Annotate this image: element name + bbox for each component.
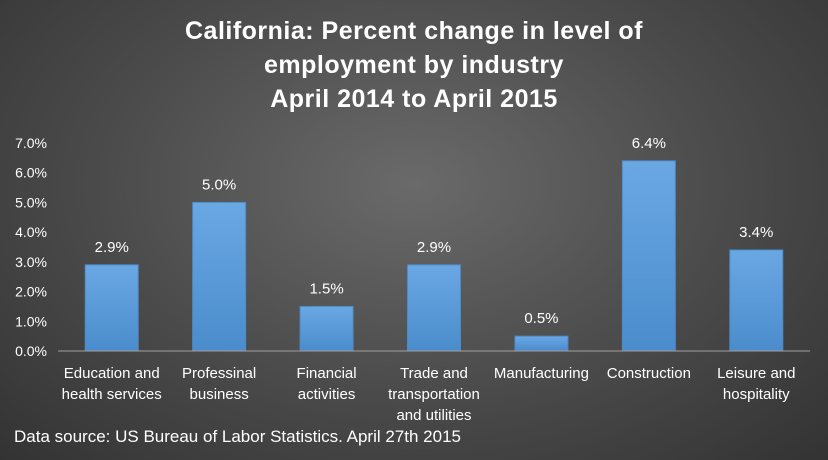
data-label: 5.0% [202, 176, 236, 193]
chart-title-line-3: April 2014 to April 2015 [270, 85, 558, 113]
data-source-note: Data source: US Bureau of Labor Statisti… [14, 427, 461, 446]
x-tick-label: Education and [64, 365, 160, 382]
x-tick-label: health services [62, 386, 162, 403]
x-tick-label: Trade and [400, 365, 468, 382]
x-tick-label: activities [298, 386, 356, 403]
data-label: 2.9% [417, 239, 451, 256]
y-axis: 0.0% 1.0% 2.0% 3.0% 4.0% 5.0% 6.0% 7.0% [15, 135, 47, 359]
x-tick-label: Construction [607, 365, 691, 382]
y-tick-label: 3.0% [15, 254, 47, 270]
bar [407, 264, 461, 352]
data-labels: 2.9% 5.0% 1.5% 2.9% 0.5% 6.4% 3.4% [95, 135, 774, 327]
data-label: 3.4% [739, 224, 773, 241]
x-tick-label: Financial [297, 365, 357, 382]
data-label: 6.4% [632, 135, 666, 152]
y-tick-label: 1.0% [15, 313, 47, 329]
x-tick-label: transportation [388, 386, 480, 403]
data-label: 0.5% [524, 310, 558, 327]
bar [514, 335, 569, 352]
data-label: 2.9% [95, 239, 129, 256]
x-tick-label: and utilities [396, 407, 471, 424]
bar [729, 249, 784, 352]
bars [84, 160, 784, 352]
x-tick-label: business [190, 386, 249, 403]
x-axis: Education and health services Professinal b… [58, 350, 810, 424]
chart-title-line-2: employment by industry [264, 51, 564, 79]
x-tick-label: hospitality [723, 386, 790, 403]
bar [299, 305, 354, 352]
chart-title-line-1: California: Percent change in level of [184, 17, 643, 45]
y-tick-label: 2.0% [15, 284, 47, 300]
y-tick-label: 0.0% [15, 343, 47, 359]
bar [84, 264, 139, 352]
bar [192, 201, 247, 352]
x-tick-label: Leisure and [717, 365, 795, 382]
y-tick-label: 4.0% [15, 224, 47, 240]
y-tick-label: 6.0% [15, 165, 47, 181]
x-tick-label: Professinal [182, 365, 256, 382]
x-tick-label: Manufacturing [494, 365, 589, 382]
bar [621, 160, 676, 352]
chart-title: California: Percent change in level of e… [0, 14, 828, 116]
data-label: 1.5% [309, 280, 343, 297]
y-tick-label: 5.0% [15, 194, 47, 210]
y-tick-label: 7.0% [15, 135, 47, 151]
